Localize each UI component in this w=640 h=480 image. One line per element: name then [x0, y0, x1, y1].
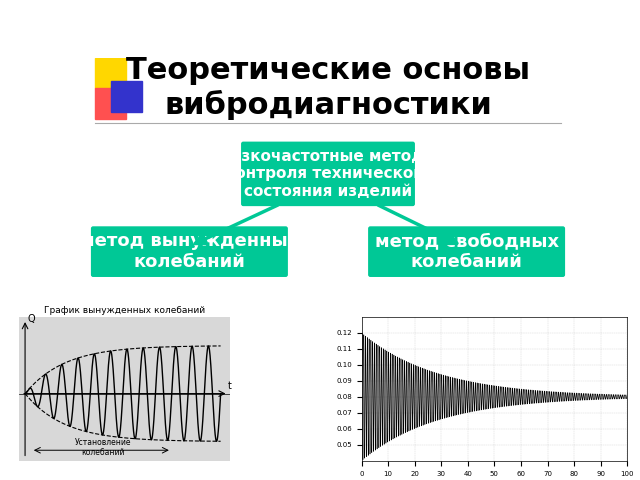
Text: метод свободных
колебаний: метод свободных колебаний	[374, 232, 559, 271]
Text: Q: Q	[28, 313, 36, 324]
Polygon shape	[95, 88, 126, 119]
FancyBboxPatch shape	[242, 142, 414, 205]
FancyBboxPatch shape	[92, 227, 287, 276]
Polygon shape	[111, 81, 141, 111]
Polygon shape	[95, 58, 126, 88]
Text: t: t	[227, 381, 231, 391]
Text: Теоретические основы
вибродиагностики: Теоретические основы вибродиагностики	[126, 57, 530, 120]
Title: График вынужденных колебаний: График вынужденных колебаний	[44, 306, 205, 314]
Text: Низкочастотные методы
контроля технического
состояния изделий: Низкочастотные методы контроля техническ…	[218, 149, 438, 199]
FancyBboxPatch shape	[369, 227, 564, 276]
Text: Установление
колебаний: Установление колебаний	[75, 438, 132, 457]
Text: 8: 8	[553, 408, 563, 423]
Text: метод вынужденных
колебаний: метод вынужденных колебаний	[80, 232, 299, 271]
